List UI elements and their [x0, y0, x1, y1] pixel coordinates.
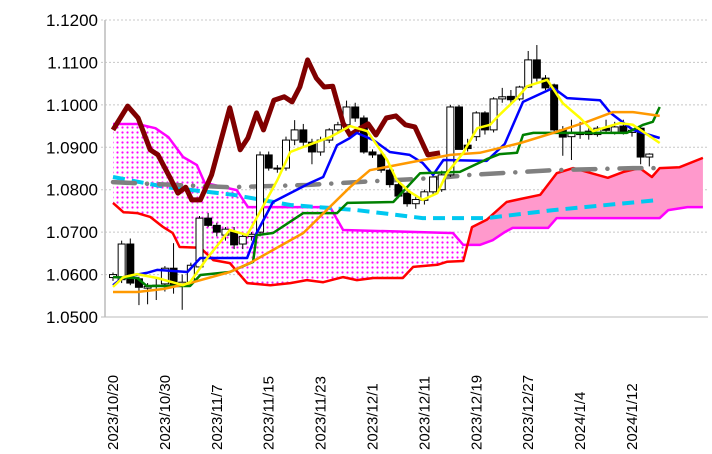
- candle-bearish: [532, 59, 541, 79]
- candle-bullish: [247, 233, 256, 237]
- candle-bullish: [472, 112, 481, 138]
- candle-bearish: [619, 125, 628, 133]
- y-tick-label: 1.0800: [46, 181, 98, 200]
- y-tick-label: 1.1100: [47, 53, 98, 72]
- candle-bullish: [333, 124, 342, 131]
- chikou-span-line: [110, 57, 441, 203]
- candle-bullish: [411, 198, 420, 205]
- y-tick-label: 1.0900: [46, 138, 98, 157]
- x-tick-label: 2023/11/23: [313, 376, 330, 450]
- candle-bullish: [524, 59, 533, 88]
- candle-bearish: [126, 243, 135, 284]
- candle-bearish: [480, 112, 489, 131]
- y-tick-label: 1.1000: [46, 96, 98, 115]
- x-tick-label: 2023/12/27: [520, 375, 537, 450]
- x-tick-label: 2024/1/12: [624, 383, 641, 450]
- y-axis: 1.0500 1.0600 1.0700 1.0800 1.0900 1.1000 1.11…: [46, 11, 98, 327]
- tenkan-sen-line: [112, 78, 661, 288]
- x-tick-label: 2023/11/15: [261, 376, 278, 450]
- y-tick-label: 1.0700: [46, 223, 98, 242]
- candle-bullish: [238, 235, 247, 245]
- candle-bullish: [429, 176, 438, 193]
- x-tick-label: 2023/12/19: [468, 375, 485, 450]
- candle-bullish: [645, 153, 654, 158]
- candle-bullish: [160, 267, 169, 285]
- candle-bullish: [117, 243, 126, 281]
- x-tick-label: 2023/12/11: [416, 376, 433, 450]
- x-tick-label: 2023/10/20: [105, 375, 122, 450]
- senkou-span-b-line: [113, 122, 703, 247]
- senkou-span-a-line: [112, 156, 704, 287]
- candle-bullish: [256, 154, 265, 233]
- candle-bearish: [273, 167, 282, 170]
- candle-bullish: [489, 98, 498, 131]
- candle-bearish: [403, 192, 412, 205]
- candle-bearish: [351, 106, 360, 119]
- candle-bearish: [307, 141, 316, 153]
- y-tick-label: 1.0500: [46, 308, 98, 327]
- candle-bearish: [385, 169, 394, 186]
- candle-bearish: [455, 106, 463, 150]
- candle-bearish: [299, 129, 308, 143]
- indicator-lines-front: [110, 57, 661, 294]
- candle-bullish: [498, 96, 507, 100]
- candle-bearish: [204, 217, 213, 226]
- candle-bullish: [446, 106, 455, 176]
- candle-bearish: [368, 151, 377, 156]
- candle-bearish: [506, 95, 515, 101]
- x-tick-label: 2023/10/30: [157, 375, 174, 450]
- candle-bearish: [377, 154, 386, 171]
- y-tick-label: 1.0600: [46, 266, 98, 285]
- candle-bearish: [550, 84, 559, 131]
- x-axis: 2023/10/20 2023/10/30 2023/11/7 2023/11/15 2…: [105, 375, 641, 450]
- candle-bearish: [264, 154, 273, 169]
- y-tick-label: 1.1200: [46, 11, 98, 30]
- x-tick-label: 2024/1/4: [572, 392, 589, 450]
- x-tick-label: 2023/12/1: [365, 383, 382, 450]
- x-tick-label: 2023/11/7: [209, 384, 226, 450]
- candle-bearish: [636, 127, 645, 158]
- cloud-bullish: [467, 157, 703, 245]
- candle-bearish: [212, 224, 221, 233]
- green-ma-line: [112, 106, 661, 288]
- candle-bearish: [230, 231, 239, 246]
- candle-bullish: [290, 129, 299, 141]
- candle-bullish: [610, 126, 619, 133]
